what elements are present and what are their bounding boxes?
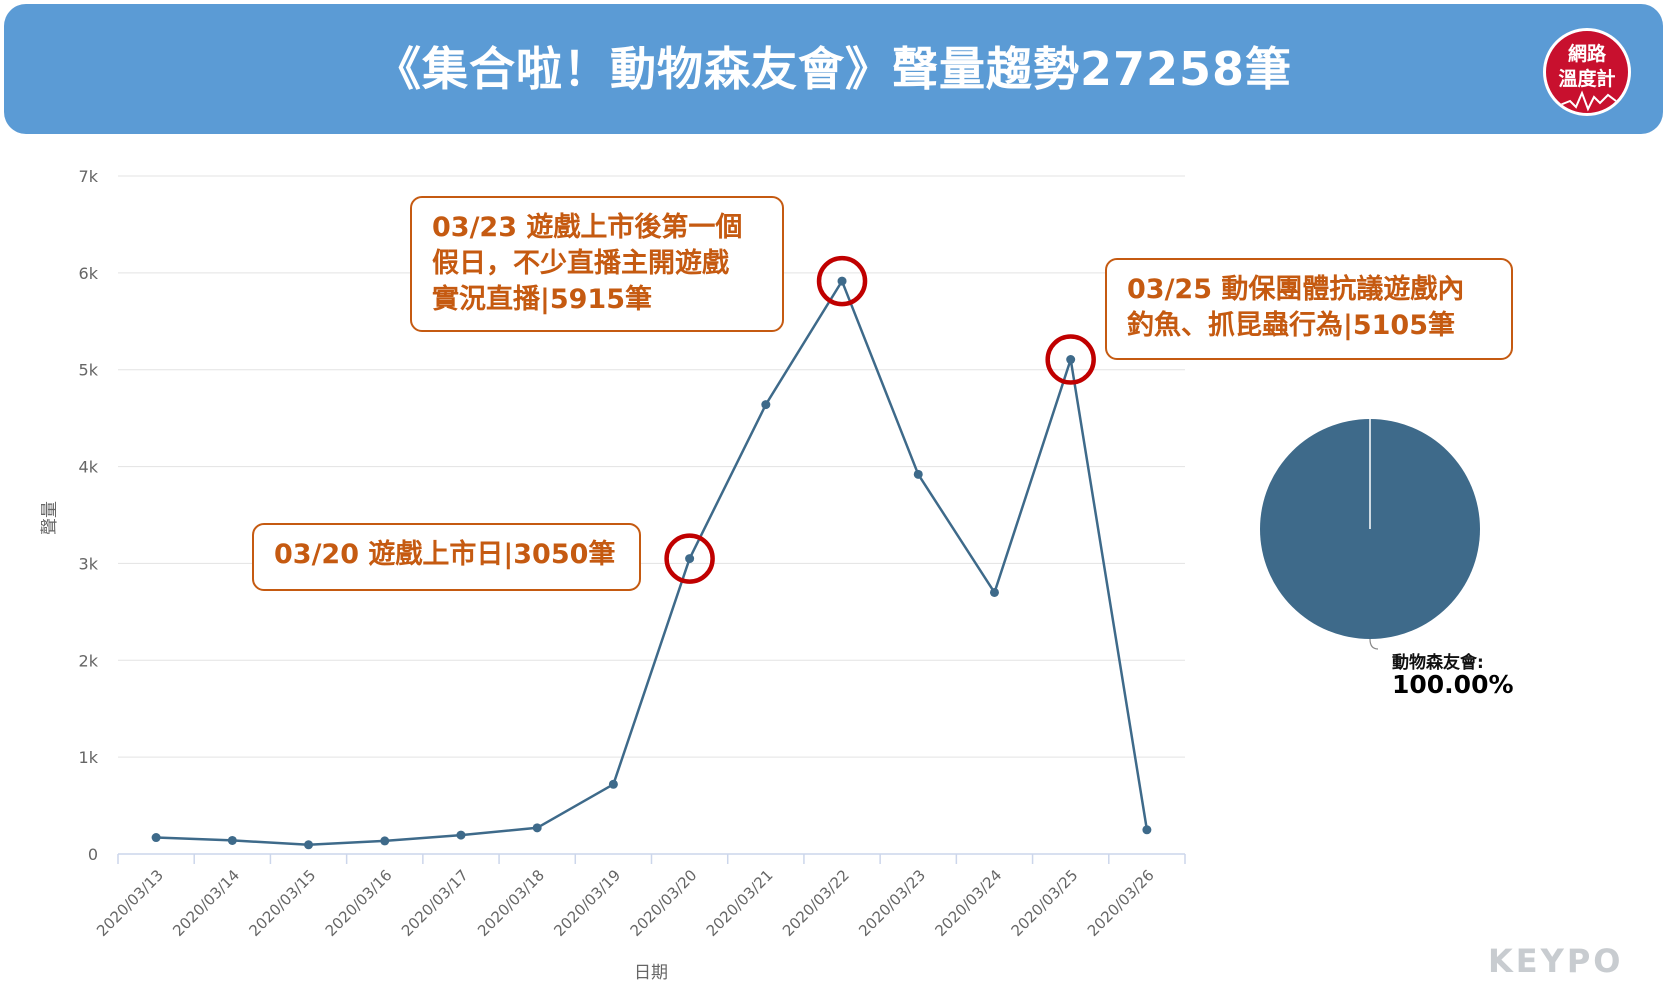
x-tick-label: 2020/03/26	[1084, 866, 1158, 940]
x-tick-label: 2020/03/15	[245, 866, 319, 940]
y-tick-label: 6k	[79, 264, 99, 283]
data-point[interactable]	[227, 835, 237, 845]
x-tick-label: 2020/03/20	[627, 866, 701, 940]
data-point[interactable]	[1142, 825, 1152, 835]
y-tick-label: 0	[88, 845, 98, 864]
logo-line-2: 溫度計	[1558, 68, 1616, 90]
pie-chart	[1260, 419, 1480, 650]
page-title: 《集合啦！動物森友會》聲量趨勢27258筆	[374, 42, 1293, 96]
x-tick-label: 2020/03/13	[93, 866, 167, 940]
highlight-circles	[664, 255, 1096, 584]
y-tick-label: 3k	[79, 554, 99, 573]
x-tick-label: 2020/03/24	[931, 866, 1005, 940]
data-point[interactable]	[1066, 355, 1076, 365]
data-point[interactable]	[456, 830, 466, 840]
x-tick-label: 2020/03/23	[855, 866, 929, 940]
x-tick-label: 2020/03/18	[474, 866, 548, 940]
highlight-circle	[816, 255, 868, 307]
x-axis-label: 日期	[634, 963, 668, 983]
data-point[interactable]	[380, 836, 390, 846]
highlight-circle	[664, 533, 715, 584]
y-tick-label: 2k	[79, 651, 99, 670]
logo-line-1: 網路	[1567, 43, 1606, 65]
y-tick-label: 1k	[79, 748, 99, 767]
x-tick-label: 2020/03/21	[703, 866, 777, 940]
data-point[interactable]	[913, 469, 923, 479]
x-tick-label: 2020/03/22	[779, 866, 853, 940]
y-axis-ticks: 0 1k 2k 3k 4k 5k 6k 7k	[79, 167, 99, 864]
pie-connector	[1369, 638, 1379, 650]
series-line	[156, 278, 1149, 847]
y-tick-label: 5k	[79, 361, 99, 380]
title-banner: 《集合啦！動物森友會》聲量趨勢27258筆	[4, 4, 1663, 134]
x-tick-label: 2020/03/16	[322, 866, 396, 940]
annotation-protest: 03/25 動保團體抗議遊戲內 釣魚、抓昆蟲行為|5105筆	[1105, 258, 1513, 360]
data-point[interactable]	[761, 400, 771, 410]
data-point[interactable]	[685, 554, 695, 564]
data-point[interactable]	[304, 840, 314, 850]
data-points	[151, 276, 1152, 850]
x-tick-label: 2020/03/14	[169, 866, 243, 940]
annotation-weekend: 03/23 遊戲上市後第一個 假日，不少直播主開遊戲 實況直播|5915筆	[410, 196, 784, 332]
data-point[interactable]	[989, 587, 999, 597]
y-tick-label: 7k	[79, 167, 99, 186]
x-tick-label: 2020/03/25	[1008, 866, 1082, 940]
x-tick-label: 2020/03/19	[550, 866, 624, 940]
highlight-circle	[1045, 334, 1096, 385]
x-axis-ticks: 2020/03/13 2020/03/14 2020/03/15 2020/03/16…	[93, 866, 1158, 940]
x-axis	[117, 853, 1186, 864]
brand-watermark: KEYPO	[1488, 942, 1624, 980]
x-tick-label: 2020/03/17	[398, 866, 472, 940]
annotation-launch: 03/20 遊戲上市日|3050筆	[252, 523, 641, 591]
brand-logo: 網路 溫度計	[1543, 28, 1631, 116]
data-point[interactable]	[532, 823, 542, 833]
pie-series-value: 100.00%	[1392, 670, 1514, 699]
y-tick-label: 4k	[79, 458, 99, 477]
data-point[interactable]	[837, 276, 847, 286]
data-point[interactable]	[151, 833, 161, 843]
logo-pulse-icon	[1559, 90, 1617, 112]
pie-series-label: 動物森友會:	[1392, 653, 1484, 673]
data-point[interactable]	[608, 779, 618, 789]
y-axis-label: 聲量	[40, 501, 60, 535]
